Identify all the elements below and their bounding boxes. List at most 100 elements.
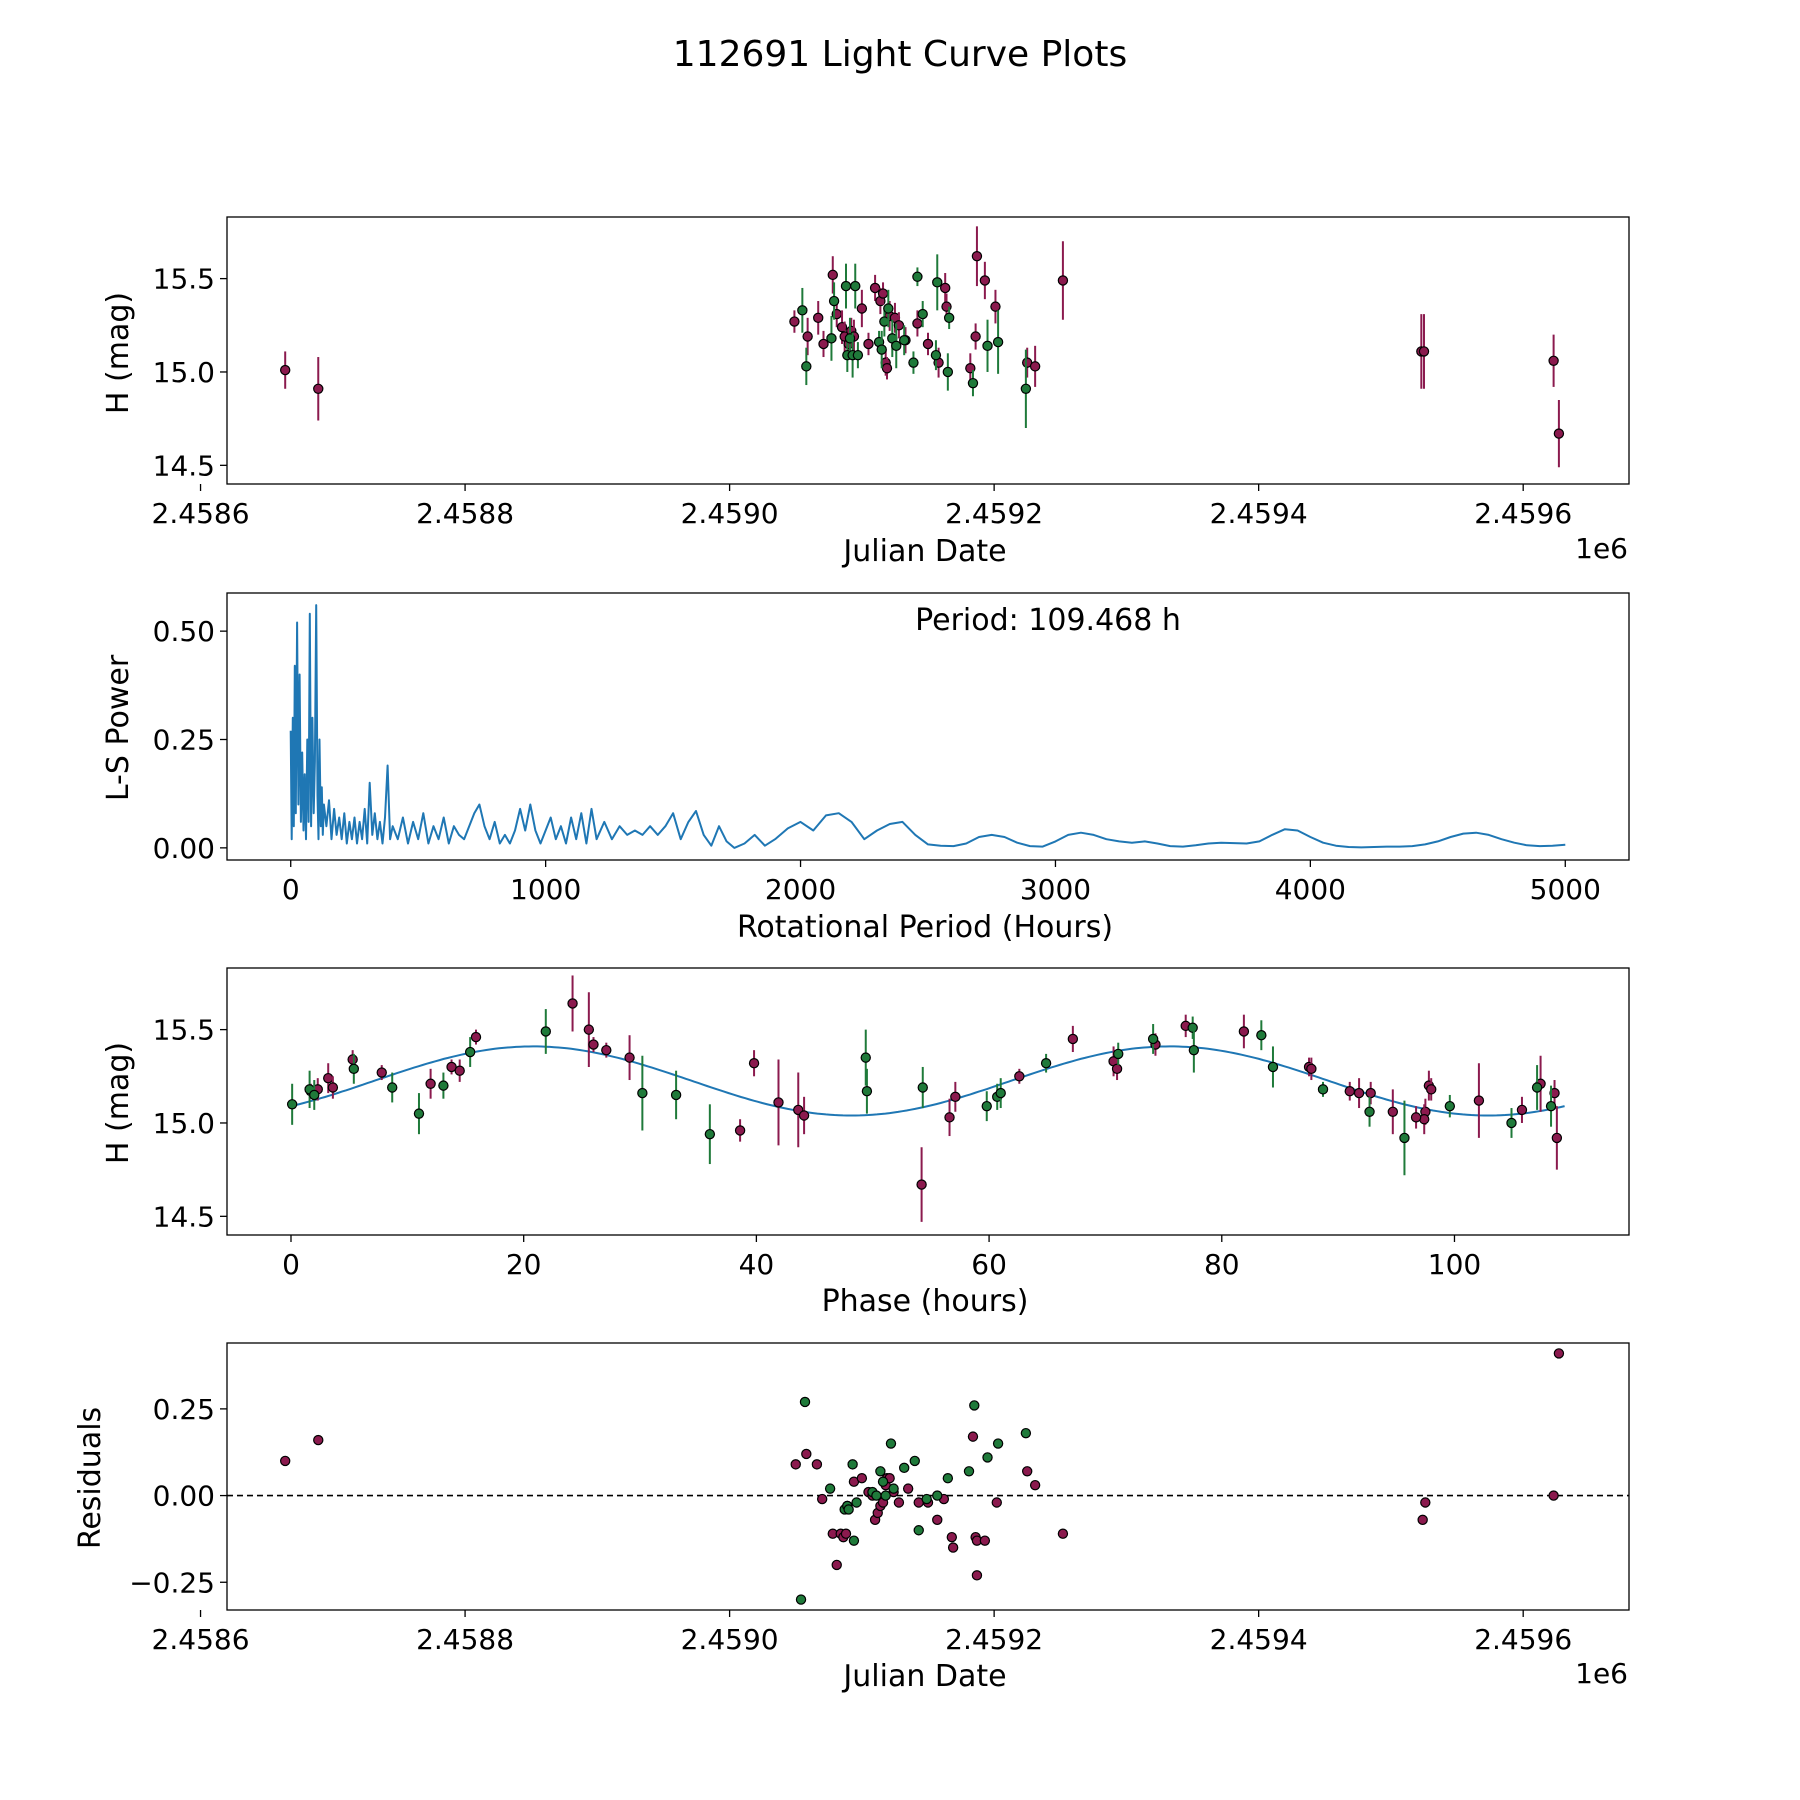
lightcurve-ytick-label: 15.0 <box>153 356 215 389</box>
lightcurve-ytick-label: 14.5 <box>153 449 215 482</box>
residuals-point <box>313 1434 324 1446</box>
lightcurve-ytick-label: 15.5 <box>153 263 215 296</box>
phased-xtick-label: 80 <box>1204 1248 1240 1281</box>
phased-series-0 <box>305 975 1563 1222</box>
phased-point <box>348 1063 360 1075</box>
lightcurve-point <box>912 318 923 329</box>
lightcurve-offset-label: 1e6 <box>1575 532 1628 565</box>
periodogram-xtick-label: 3000 <box>1020 873 1091 906</box>
residuals-point <box>848 1535 860 1546</box>
residuals-point <box>840 1528 852 1539</box>
residuals-point <box>932 1490 943 1501</box>
phased-point <box>601 1044 612 1056</box>
phased-point <box>1364 1106 1375 1117</box>
phased-point <box>1187 1022 1198 1033</box>
phased-point <box>1113 1048 1124 1060</box>
phased-point <box>1473 1095 1485 1106</box>
phased-point <box>624 1052 635 1063</box>
lightcurve-point <box>967 377 979 389</box>
residuals-ytick-label: 0.00 <box>153 1480 215 1513</box>
residuals-point <box>1021 1466 1033 1477</box>
lightcurve-series-0 <box>279 226 1565 468</box>
residuals-point <box>898 1462 910 1474</box>
lightcurve-point <box>1020 383 1032 394</box>
residuals-point <box>799 1396 811 1408</box>
residuals-point <box>824 1483 836 1494</box>
figure-title: 112691 Light Curve Plots <box>673 34 1127 75</box>
lightcurve-point <box>930 349 942 361</box>
residuals-point <box>969 1400 980 1411</box>
phased-point <box>1516 1104 1528 1116</box>
residuals-point <box>856 1473 868 1484</box>
phased-xtick-label: 40 <box>739 1248 775 1281</box>
phased-point <box>454 1065 465 1076</box>
lightcurve-xtick-label: 2.4592 <box>945 497 1043 530</box>
residuals-point <box>811 1459 823 1470</box>
lightcurve-series-1 <box>797 254 1032 428</box>
phased-frame <box>226 967 1630 1236</box>
lightcurve-point <box>1418 346 1430 357</box>
phased-point <box>1353 1087 1365 1099</box>
lightcurve-point <box>1553 428 1565 439</box>
phased-fit-curve <box>290 1045 1565 1117</box>
residuals-point <box>279 1455 291 1467</box>
phased-point <box>1365 1087 1376 1099</box>
lightcurve-point <box>863 338 874 350</box>
lightcurve-point <box>797 305 808 316</box>
lightcurve-point <box>852 349 864 361</box>
residuals-point <box>880 1490 891 1501</box>
phased-point <box>944 1112 955 1123</box>
periodogram-xtick-label: 1000 <box>510 873 581 906</box>
lightcurve-point <box>313 383 324 394</box>
residuals-point <box>1020 1427 1032 1439</box>
phased-point <box>1399 1132 1410 1144</box>
lightcurve-xtick-label: 2.4590 <box>681 497 779 530</box>
lightcurve-point <box>826 333 837 344</box>
lightcurve-point <box>827 269 838 281</box>
phased-point <box>470 1031 482 1043</box>
phased-point <box>798 1110 810 1121</box>
lightcurve-xtick-label: 2.4588 <box>416 497 514 530</box>
phased-point <box>583 1024 595 1035</box>
residuals-point <box>992 1438 1004 1449</box>
phased-point <box>588 1039 599 1050</box>
lightcurve-point <box>869 282 881 294</box>
phased-point <box>773 1097 784 1108</box>
phased-point <box>916 1179 927 1190</box>
lightcurve-ylabel: H (mag) <box>101 292 136 414</box>
lightcurve-point <box>881 363 893 374</box>
residuals-point <box>979 1535 991 1546</box>
residuals-offset-label: 1e6 <box>1575 1657 1628 1690</box>
residuals-point <box>831 1559 842 1571</box>
phased-point <box>1444 1100 1456 1112</box>
lightcurve-plot-area <box>279 226 1565 468</box>
lightcurve-point <box>877 288 889 299</box>
lightcurve-point <box>982 340 993 352</box>
residuals-point <box>902 1483 914 1494</box>
lightcurve-point <box>1057 275 1069 286</box>
residuals-xtick-label: 2.4594 <box>1210 1623 1308 1656</box>
residuals-point <box>942 1473 954 1484</box>
residuals-point <box>893 1497 905 1508</box>
phased-point <box>309 1089 320 1101</box>
residuals-point <box>801 1448 812 1460</box>
periodogram-plot-area <box>289 604 1566 849</box>
residuals-point <box>1553 1348 1565 1359</box>
residuals-point <box>1548 1490 1559 1501</box>
phased-ytick-label: 14.5 <box>153 1200 215 1233</box>
lightcurve-point <box>789 316 800 327</box>
lightcurve-xlabel: Julian Date <box>841 534 1006 569</box>
phased-point <box>1317 1084 1329 1095</box>
residuals-point <box>1029 1479 1041 1491</box>
phased-xtick-label: 0 <box>282 1248 300 1281</box>
phased-point <box>1067 1033 1079 1045</box>
lightcurve-point <box>939 282 951 294</box>
phased-plot-area <box>286 975 1565 1222</box>
residuals-point <box>991 1497 1002 1508</box>
residuals-ytick-label: 0.25 <box>153 1393 215 1426</box>
lightcurve-xtick-label: 2.4586 <box>152 497 250 530</box>
periodogram-xtick-label: 5000 <box>1530 873 1601 906</box>
residuals-point <box>982 1452 993 1463</box>
periodogram-xtick-label: 0 <box>282 873 300 906</box>
